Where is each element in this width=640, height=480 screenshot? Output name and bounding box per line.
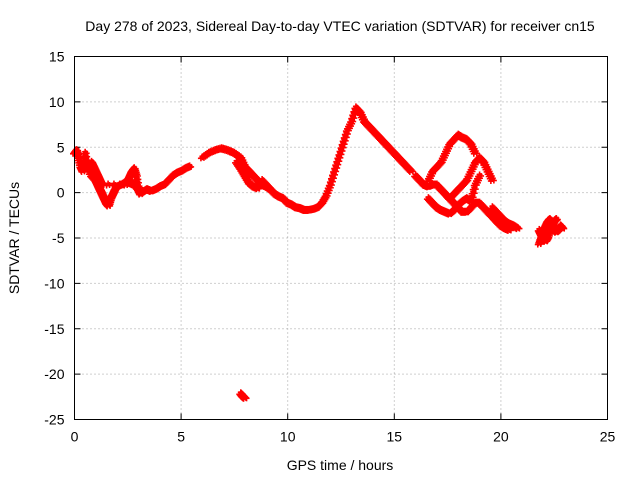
data-point (115, 182, 122, 189)
x-tick-label: 15 (387, 429, 403, 445)
data-point (103, 182, 110, 189)
y-tick-label: -5 (52, 230, 65, 246)
series-day (197, 103, 416, 214)
y-tick-label: 5 (57, 139, 65, 155)
data-point (138, 188, 145, 195)
grid (74, 56, 608, 420)
data-point (97, 182, 104, 189)
y-tick-label: -10 (44, 275, 64, 291)
series-early-b (87, 157, 148, 198)
y-tick-label: 10 (49, 94, 65, 110)
x-tick-label: 5 (177, 429, 185, 445)
y-tick-label: 15 (49, 49, 65, 65)
data-point (185, 164, 192, 171)
data-points (70, 103, 568, 402)
y-tick-label: -20 (44, 366, 64, 382)
x-axis-label: GPS time / hours (287, 457, 394, 473)
chart-title: Day 278 of 2023, Sidereal Day-to-day VTE… (85, 18, 595, 34)
x-tick-label: 10 (280, 429, 296, 445)
x-tick-label: 20 (493, 429, 509, 445)
series-outlier (236, 389, 250, 402)
plot-frame (74, 56, 608, 420)
data-point (109, 182, 116, 189)
x-tick-label: 0 (71, 429, 79, 445)
y-tick-label: -25 (44, 412, 64, 428)
y-tick-label: -15 (44, 321, 64, 337)
x-tick-label: 25 (600, 429, 616, 445)
y-axis-label: SDTVAR / TECUs (6, 182, 22, 294)
y-tick-label: 0 (57, 185, 65, 201)
axis-ticks: 0 5 10 15 20 25 -25 -20 -15 -10 -5 0 5 10 15 (44, 49, 615, 445)
